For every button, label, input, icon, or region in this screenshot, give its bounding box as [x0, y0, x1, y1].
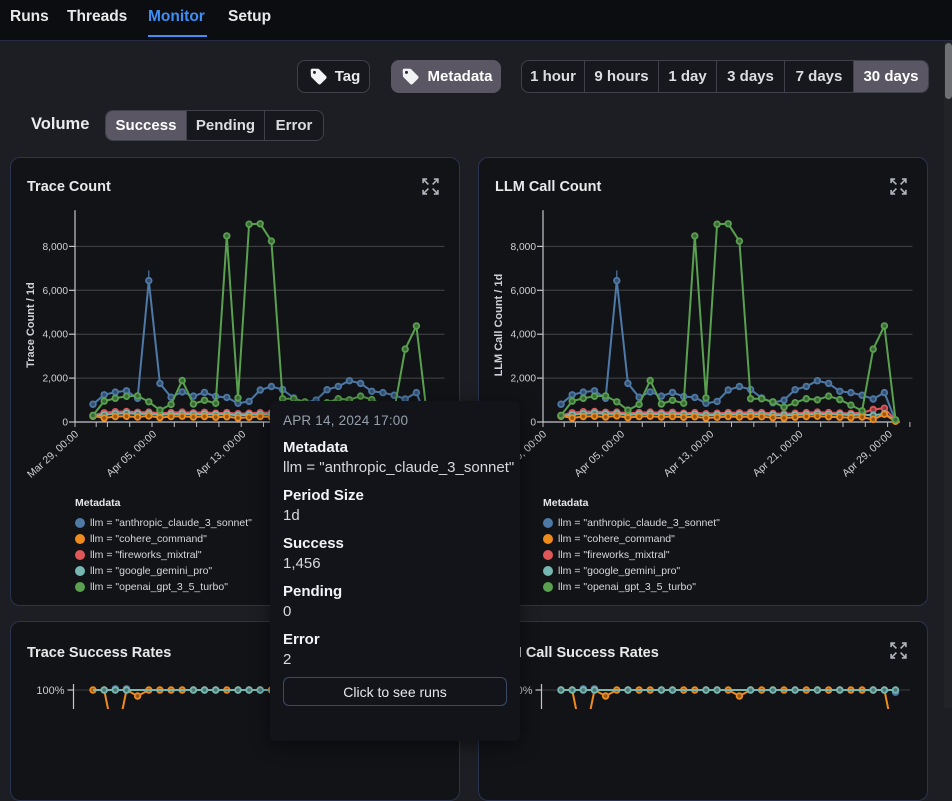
svg-text:0: 0 [530, 418, 536, 429]
svg-text:6,000: 6,000 [43, 286, 69, 297]
svg-text:4,000: 4,000 [43, 330, 69, 341]
svg-text:6,000: 6,000 [511, 286, 537, 297]
svg-text:Apr 13, 00:00: Apr 13, 00:00 [661, 428, 716, 479]
svg-text:Apr 29, 00:00: Apr 29, 00:00 [840, 428, 895, 479]
svg-text:LLM Call Count / 1d: LLM Call Count / 1d [493, 274, 505, 377]
svg-text:Apr 05, 00:00: Apr 05, 00:00 [572, 428, 627, 479]
svg-text:Apr 13, 00:00: Apr 13, 00:00 [193, 428, 248, 479]
svg-text:8,000: 8,000 [43, 242, 69, 253]
svg-text:Apr 21, 00:00: Apr 21, 00:00 [751, 428, 806, 479]
svg-text:100%: 100% [36, 685, 64, 697]
svg-text:Mar 29, 00:00: Mar 29, 00:00 [25, 428, 81, 480]
svg-text:2,000: 2,000 [511, 374, 537, 385]
svg-text:4,000: 4,000 [511, 330, 537, 341]
svg-text:Trace Count / 1d: Trace Count / 1d [25, 282, 37, 368]
svg-text:Apr 05, 00:00: Apr 05, 00:00 [104, 428, 159, 479]
svg-text:2,000: 2,000 [43, 374, 69, 385]
svg-text:0: 0 [62, 418, 68, 429]
svg-text:8,000: 8,000 [511, 242, 537, 253]
